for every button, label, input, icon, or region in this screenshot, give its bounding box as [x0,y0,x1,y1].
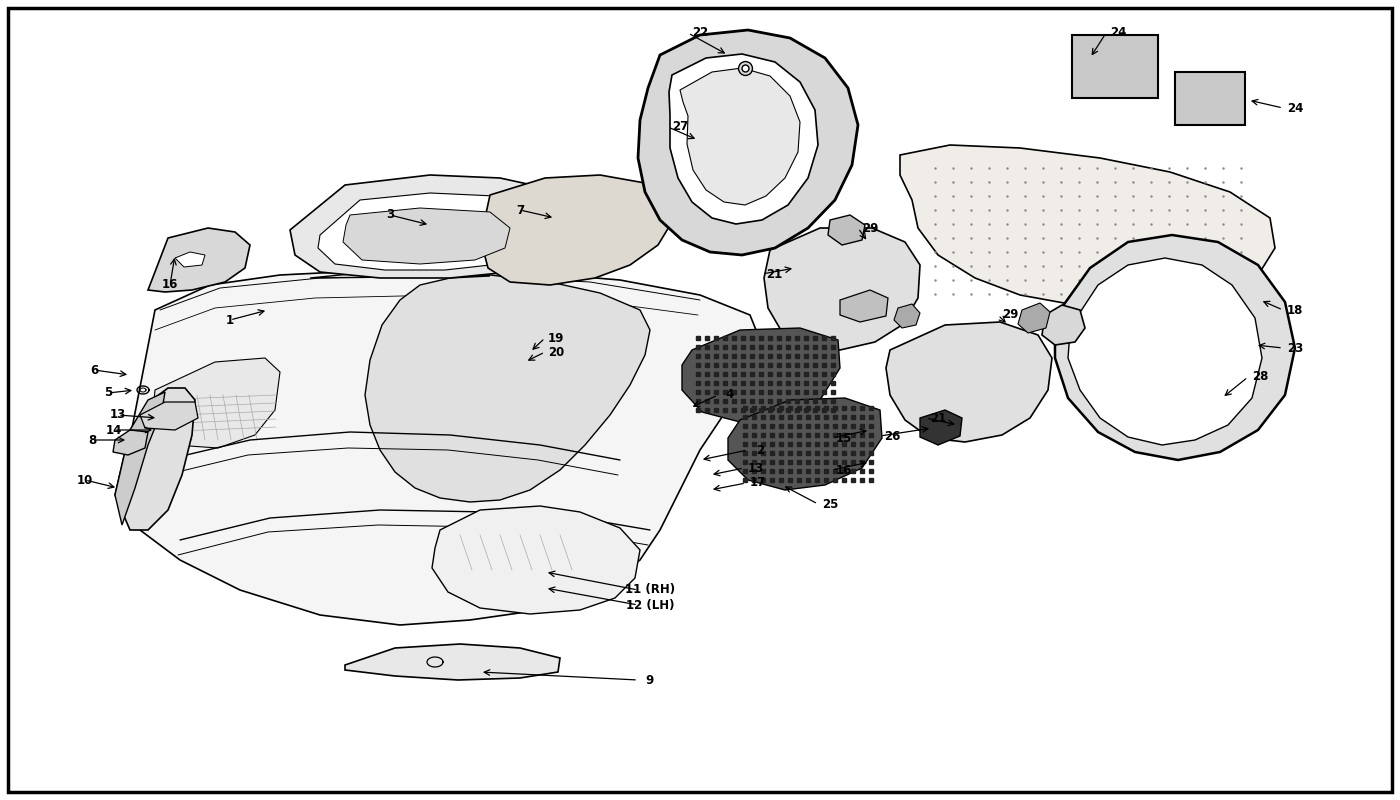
Text: 1: 1 [225,314,234,326]
Text: 18: 18 [1287,303,1303,317]
Text: 27: 27 [672,121,689,134]
Text: 22: 22 [692,26,708,39]
Text: 8: 8 [88,434,97,446]
Text: 25: 25 [822,498,839,510]
Text: 15: 15 [836,431,853,445]
Polygon shape [153,358,280,448]
Text: 12 (LH): 12 (LH) [626,598,675,611]
Text: 16: 16 [836,463,853,477]
Text: 3: 3 [386,209,393,222]
Polygon shape [669,54,818,224]
Text: 28: 28 [1252,370,1268,383]
Text: 13: 13 [109,409,126,422]
Text: 16: 16 [162,278,178,291]
Text: 24: 24 [1110,26,1126,39]
Text: 26: 26 [883,430,900,442]
Text: 2: 2 [756,443,764,457]
Polygon shape [1175,72,1245,125]
Text: 4: 4 [725,389,734,402]
Polygon shape [344,644,560,680]
Polygon shape [682,328,840,422]
Polygon shape [827,215,865,245]
Polygon shape [1056,235,1295,460]
Text: 21: 21 [930,411,946,425]
Polygon shape [175,252,204,267]
Text: 11 (RH): 11 (RH) [624,583,675,597]
Text: 24: 24 [1287,102,1303,114]
Text: 23: 23 [1287,342,1303,354]
Text: 5: 5 [104,386,112,399]
Polygon shape [1042,305,1085,345]
Polygon shape [886,322,1051,442]
Text: 21: 21 [766,267,783,281]
Text: 19: 19 [547,331,564,345]
Text: 9: 9 [645,674,654,686]
Polygon shape [318,193,540,270]
Polygon shape [764,228,920,350]
Polygon shape [309,272,650,502]
Polygon shape [638,30,858,255]
Polygon shape [1018,303,1050,333]
Polygon shape [433,506,640,614]
Polygon shape [148,228,251,292]
Polygon shape [482,175,672,285]
Polygon shape [115,388,195,530]
Polygon shape [343,208,510,264]
Polygon shape [1068,258,1261,445]
Text: 10: 10 [77,474,94,486]
Text: 13: 13 [748,462,764,474]
Text: 20: 20 [547,346,564,358]
Text: 29: 29 [1002,309,1018,322]
Polygon shape [680,68,799,205]
Text: 29: 29 [862,222,878,234]
Polygon shape [840,290,888,322]
Polygon shape [728,398,882,490]
Polygon shape [140,402,197,430]
Polygon shape [113,430,148,455]
Polygon shape [290,175,575,278]
Polygon shape [900,145,1275,308]
Polygon shape [1072,35,1158,98]
Text: 6: 6 [90,363,98,377]
Text: 17: 17 [750,477,766,490]
Polygon shape [920,410,962,445]
Text: 14: 14 [106,423,122,437]
Polygon shape [115,392,165,525]
Polygon shape [120,270,760,625]
Polygon shape [895,304,920,328]
Text: 7: 7 [517,203,524,217]
